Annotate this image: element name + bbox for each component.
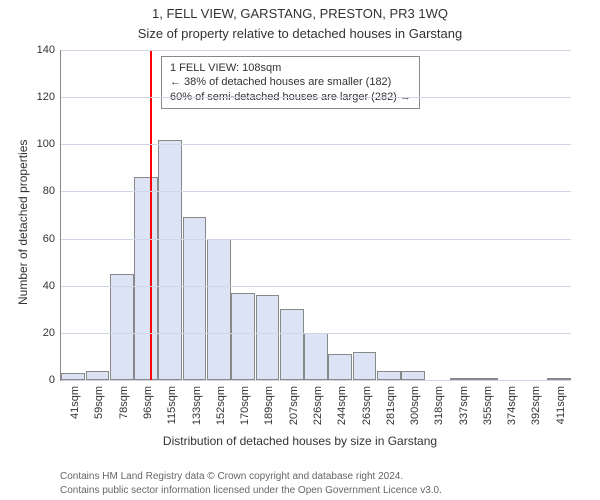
credits-line-2: Contains public sector information licen… [60, 484, 442, 498]
x-tick-label: 41sqm [65, 380, 81, 419]
x-tick-label: 263sqm [357, 380, 373, 425]
bar-slot: 78sqm [110, 50, 134, 380]
bar-slot: 392sqm [522, 50, 546, 380]
histogram-bar [280, 309, 304, 380]
histogram-bar [134, 177, 158, 380]
x-tick-label: 300sqm [405, 380, 421, 425]
bar-slot: 411sqm [547, 50, 571, 380]
gridline [61, 144, 571, 145]
bar-slot: 59sqm [85, 50, 109, 380]
x-tick-label: 355sqm [478, 380, 494, 425]
chart-container: { "chart": { "type": "histogram", "title… [0, 0, 600, 500]
histogram-bar [353, 352, 377, 380]
y-axis-label: Number of detached properties [16, 140, 30, 305]
gridline [61, 50, 571, 51]
bar-slot: 337sqm [450, 50, 474, 380]
chart-title-description: Size of property relative to detached ho… [0, 26, 600, 41]
histogram-bar [328, 354, 352, 380]
x-tick-label: 281sqm [381, 380, 397, 425]
histogram-bar [61, 373, 85, 380]
x-tick-label: 207sqm [284, 380, 300, 425]
gridline [61, 191, 571, 192]
annotation-line-1: 1 FELL VIEW: 108sqm [170, 61, 411, 75]
y-tick-label: 60 [43, 233, 61, 245]
x-tick-label: 115sqm [162, 380, 178, 424]
x-tick-label: 226sqm [308, 380, 324, 425]
annotation-line-2: ← 38% of detached houses are smaller (18… [170, 75, 411, 89]
x-tick-label: 133sqm [187, 380, 203, 425]
gridline [61, 333, 571, 334]
histogram-bar [377, 371, 401, 380]
gridline [61, 380, 571, 381]
property-marker-line [150, 50, 152, 380]
x-axis-label: Distribution of detached houses by size … [0, 434, 600, 448]
bar-slot: 41sqm [61, 50, 85, 380]
bar-slot: 96sqm [134, 50, 158, 380]
y-tick-label: 140 [37, 44, 61, 56]
x-tick-label: 78sqm [114, 380, 130, 419]
credits-line-1: Contains HM Land Registry data © Crown c… [60, 470, 442, 484]
y-tick-label: 100 [37, 138, 61, 150]
histogram-bar [110, 274, 134, 380]
x-tick-label: 411sqm [551, 380, 567, 424]
x-tick-label: 189sqm [259, 380, 275, 425]
histogram-bar [304, 333, 328, 380]
x-tick-label: 374sqm [502, 380, 518, 425]
y-tick-label: 20 [43, 327, 61, 339]
x-tick-label: 244sqm [332, 380, 348, 425]
x-tick-label: 59sqm [89, 380, 105, 419]
x-tick-label: 96sqm [138, 380, 154, 419]
histogram-bar [183, 217, 207, 380]
x-tick-label: 170sqm [235, 380, 251, 425]
bar-slot: 355sqm [474, 50, 498, 380]
y-tick-label: 120 [37, 91, 61, 103]
chart-title-address: 1, FELL VIEW, GARSTANG, PRESTON, PR3 1WQ [0, 6, 600, 21]
credits-block: Contains HM Land Registry data © Crown c… [60, 470, 442, 497]
gridline [61, 97, 571, 98]
x-tick-label: 337sqm [454, 380, 470, 425]
bar-slot: 374sqm [498, 50, 522, 380]
annotation-box: 1 FELL VIEW: 108sqm ← 38% of detached ho… [161, 56, 420, 109]
histogram-bar [256, 295, 280, 380]
gridline [61, 286, 571, 287]
histogram-bar [401, 371, 425, 380]
y-tick-label: 40 [43, 280, 61, 292]
histogram-bar [231, 293, 255, 380]
x-tick-label: 318sqm [429, 380, 445, 425]
bar-slot: 318sqm [425, 50, 449, 380]
histogram-bar [207, 239, 231, 380]
x-tick-label: 392sqm [526, 380, 542, 425]
x-tick-label: 152sqm [211, 380, 227, 425]
histogram-bar [158, 140, 182, 380]
histogram-bar [86, 371, 110, 380]
plot-area: 41sqm59sqm78sqm96sqm115sqm133sqm152sqm17… [60, 50, 571, 381]
y-tick-label: 0 [49, 374, 61, 386]
gridline [61, 239, 571, 240]
y-tick-label: 80 [43, 185, 61, 197]
